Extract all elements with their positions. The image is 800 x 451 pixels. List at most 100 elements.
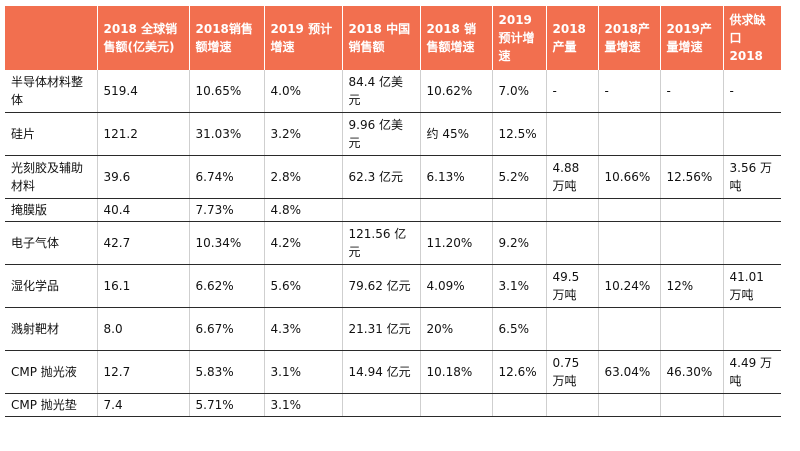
header-cell: 2019 预计增速 bbox=[264, 6, 343, 70]
table-cell: 41.01 万吨 bbox=[723, 264, 781, 308]
table-cell bbox=[598, 221, 661, 265]
table-cell bbox=[342, 198, 421, 222]
table-cell bbox=[660, 112, 724, 156]
table-cell bbox=[598, 307, 661, 351]
table-cell: 3.1% bbox=[264, 393, 343, 417]
table-cell bbox=[546, 307, 599, 351]
table-cell: 46.30% bbox=[660, 350, 724, 394]
table-cell: 4.09% bbox=[420, 264, 493, 308]
table-cell: 63.04% bbox=[598, 350, 661, 394]
table-cell bbox=[420, 393, 493, 417]
table-cell bbox=[546, 198, 599, 222]
table-cell: 4.88 万吨 bbox=[546, 155, 599, 199]
table-row: 硅片 121.2 31.03% 3.2% 9.96 亿美元 约 45% 12.5… bbox=[5, 112, 781, 156]
header-cell: 2018 销售额增速 bbox=[420, 6, 493, 70]
table-cell: 21.31 亿元 bbox=[342, 307, 421, 351]
table-cell: 14.94 亿元 bbox=[342, 350, 421, 394]
table-cell: 16.1 bbox=[97, 264, 190, 308]
table-cell: 7.0% bbox=[492, 70, 547, 113]
table-cell bbox=[723, 198, 781, 222]
table-cell: 电子气体 bbox=[5, 221, 98, 265]
table-cell: 49.5 万吨 bbox=[546, 264, 599, 308]
header-cell: 2018 中国销售额 bbox=[342, 6, 421, 70]
table-cell bbox=[723, 307, 781, 351]
table-cell: 6.74% bbox=[189, 155, 265, 199]
table-cell bbox=[660, 307, 724, 351]
table-cell: 约 45% bbox=[420, 112, 493, 156]
table-cell bbox=[492, 198, 547, 222]
table-cell: 12.6% bbox=[492, 350, 547, 394]
table-cell: - bbox=[546, 70, 599, 113]
table-cell: 12.7 bbox=[97, 350, 190, 394]
table-cell bbox=[660, 393, 724, 417]
header-cell: 2019 预计增速 bbox=[492, 6, 547, 70]
table-cell: 121.56 亿元 bbox=[342, 221, 421, 265]
table-row: CMP 抛光液 12.7 5.83% 3.1% 14.94 亿元 10.18% … bbox=[5, 350, 781, 394]
table-row: CMP 抛光垫 7.4 5.71% 3.1% bbox=[5, 393, 781, 417]
header-cell: 2018销售额增速 bbox=[189, 6, 265, 70]
header-cell bbox=[5, 6, 98, 70]
table-cell: 掩膜版 bbox=[5, 198, 98, 222]
table-cell: 40.4 bbox=[97, 198, 190, 222]
table-cell bbox=[546, 393, 599, 417]
table-cell bbox=[723, 221, 781, 265]
table-cell: 7.73% bbox=[189, 198, 265, 222]
table-cell: 4.0% bbox=[264, 70, 343, 113]
table-cell bbox=[546, 221, 599, 265]
table-cell: 4.3% bbox=[264, 307, 343, 351]
table-cell: 8.0 bbox=[97, 307, 190, 351]
table-cell: 9.2% bbox=[492, 221, 547, 265]
table-cell: 5.83% bbox=[189, 350, 265, 394]
table-cell: 湿化学品 bbox=[5, 264, 98, 308]
table-cell bbox=[723, 393, 781, 417]
header-cell: 供求缺口 2018 bbox=[723, 6, 781, 70]
table-cell: 9.96 亿美元 bbox=[342, 112, 421, 156]
table-cell: 11.20% bbox=[420, 221, 493, 265]
table-cell: 79.62 亿元 bbox=[342, 264, 421, 308]
table-cell: - bbox=[598, 70, 661, 113]
table-cell: 6.5% bbox=[492, 307, 547, 351]
table-cell: 6.13% bbox=[420, 155, 493, 199]
table-cell: 31.03% bbox=[189, 112, 265, 156]
table-cell bbox=[546, 112, 599, 156]
table-cell: 6.62% bbox=[189, 264, 265, 308]
table-cell: 10.24% bbox=[598, 264, 661, 308]
table-row: 湿化学品 16.1 6.62% 5.6% 79.62 亿元 4.09% 3.1%… bbox=[5, 264, 781, 308]
table-cell: 84.4 亿美元 bbox=[342, 70, 421, 113]
header-row: 2018 全球销售额(亿美元) 2018销售额增速 2019 预计增速 2018… bbox=[5, 6, 781, 70]
table-cell: 5.6% bbox=[264, 264, 343, 308]
table-cell: 12% bbox=[660, 264, 724, 308]
table-cell bbox=[420, 198, 493, 222]
table-cell: 硅片 bbox=[5, 112, 98, 156]
table-row: 掩膜版 40.4 7.73% 4.8% bbox=[5, 198, 781, 222]
table-cell: CMP 抛光垫 bbox=[5, 393, 98, 417]
table-cell: 7.4 bbox=[97, 393, 190, 417]
table-cell: 0.75 万吨 bbox=[546, 350, 599, 394]
header-cell: 2018 产量 bbox=[546, 6, 599, 70]
table-cell: 39.6 bbox=[97, 155, 190, 199]
table-cell: 3.56 万吨 bbox=[723, 155, 781, 199]
materials-table: 2018 全球销售额(亿美元) 2018销售额增速 2019 预计增速 2018… bbox=[5, 6, 781, 417]
table-cell: 10.65% bbox=[189, 70, 265, 113]
table-cell: 5.71% bbox=[189, 393, 265, 417]
table-cell: 5.2% bbox=[492, 155, 547, 199]
table-cell bbox=[598, 198, 661, 222]
table-cell: 半导体材料整体 bbox=[5, 70, 98, 113]
table-row: 溅射靶材 8.0 6.67% 4.3% 21.31 亿元 20% 6.5% bbox=[5, 307, 781, 351]
table-cell: 3.1% bbox=[492, 264, 547, 308]
table-cell: 12.56% bbox=[660, 155, 724, 199]
table-cell: 10.18% bbox=[420, 350, 493, 394]
table-cell: 12.5% bbox=[492, 112, 547, 156]
table-cell: 6.67% bbox=[189, 307, 265, 351]
table-row: 半导体材料整体 519.4 10.65% 4.0% 84.4 亿美元 10.62… bbox=[5, 70, 781, 113]
table-cell: 42.7 bbox=[97, 221, 190, 265]
table-cell: 4.8% bbox=[264, 198, 343, 222]
table-cell bbox=[492, 393, 547, 417]
table-cell bbox=[660, 221, 724, 265]
table-cell bbox=[660, 198, 724, 222]
table-cell bbox=[342, 393, 421, 417]
header-cell: 2019产量增速 bbox=[660, 6, 724, 70]
table-cell: 10.66% bbox=[598, 155, 661, 199]
table-cell: 溅射靶材 bbox=[5, 307, 98, 351]
table-cell: 光刻胶及辅助材料 bbox=[5, 155, 98, 199]
